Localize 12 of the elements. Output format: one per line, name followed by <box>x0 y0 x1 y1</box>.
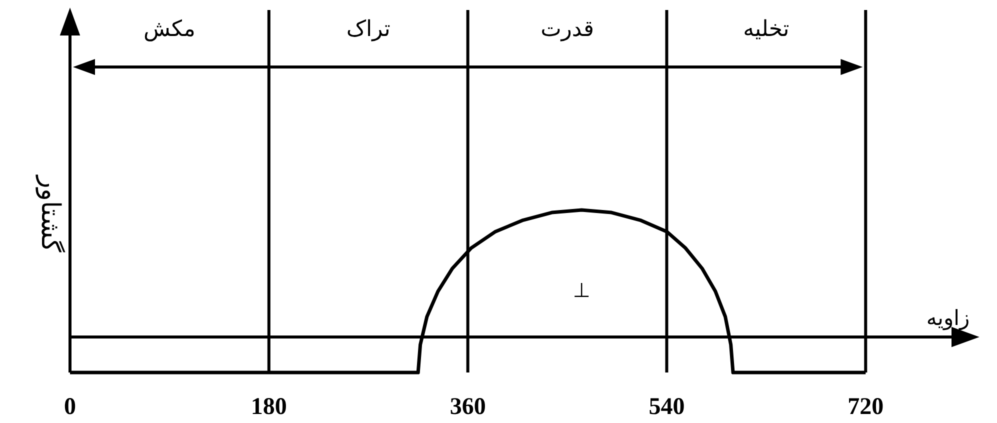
text: تراک <box>346 17 390 42</box>
text: مکش <box>143 17 196 42</box>
y-axis-title: گشتاور <box>35 174 66 253</box>
annotation: ⊥ <box>572 278 590 302</box>
x-tick-label: 360 <box>450 394 486 420</box>
x-tick-label: 0 <box>64 394 76 420</box>
x-axis-title: زاویه <box>926 306 970 331</box>
text: تخلیه <box>743 17 790 42</box>
x-tick-label: 540 <box>648 394 685 420</box>
text: قدرت <box>540 17 594 42</box>
x-tick-label: 720 <box>848 394 884 420</box>
x-tick-label: 180 <box>250 394 287 420</box>
